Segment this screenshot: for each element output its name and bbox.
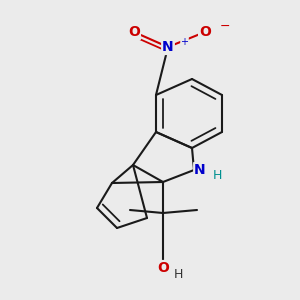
Text: −: −	[219, 20, 230, 33]
Text: H: H	[173, 268, 183, 281]
Text: O: O	[157, 261, 169, 275]
Text: N: N	[194, 163, 206, 177]
Text: O: O	[199, 25, 211, 39]
Text: +: +	[181, 37, 188, 46]
Text: N: N	[162, 40, 174, 54]
Text: H: H	[213, 169, 222, 182]
Text: O: O	[128, 25, 140, 39]
